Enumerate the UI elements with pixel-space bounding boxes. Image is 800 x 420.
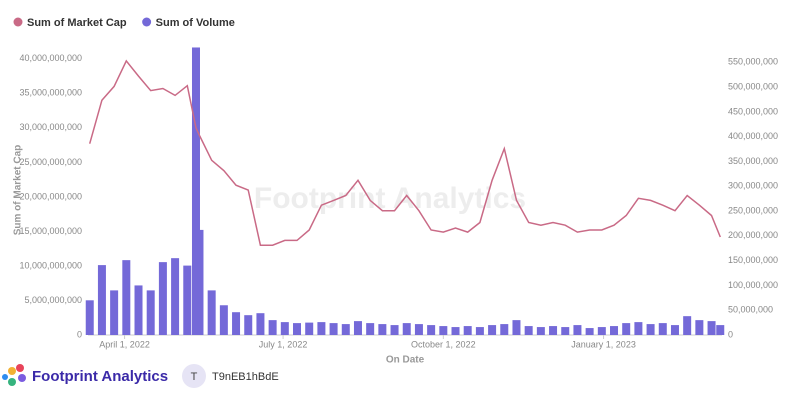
bar bbox=[500, 324, 509, 335]
bar bbox=[268, 320, 277, 335]
bar bbox=[390, 325, 399, 335]
y-tick-label: 0 bbox=[77, 329, 82, 339]
y-tick-label: 350,000,000 bbox=[728, 156, 778, 166]
y-tick-label: 40,000,000,000 bbox=[19, 53, 82, 63]
bar bbox=[670, 325, 679, 335]
avatar-circle bbox=[182, 364, 206, 388]
bar bbox=[122, 260, 131, 335]
bar bbox=[716, 325, 725, 335]
logo bbox=[2, 364, 26, 386]
x-tick-label: January 1, 2023 bbox=[571, 339, 636, 349]
y-tick-label: 300,000,000 bbox=[728, 181, 778, 191]
bar bbox=[195, 229, 204, 335]
bar bbox=[463, 326, 472, 335]
bar bbox=[402, 323, 411, 335]
bar bbox=[329, 323, 338, 335]
bar bbox=[536, 327, 545, 335]
bar bbox=[366, 323, 375, 335]
y-tick-label: 450,000,000 bbox=[728, 106, 778, 116]
bar bbox=[378, 324, 387, 335]
y-tick-label: 35,000,000,000 bbox=[19, 88, 82, 98]
bar bbox=[573, 325, 582, 335]
bar bbox=[707, 321, 716, 335]
y-tick-label: 100,000,000 bbox=[728, 280, 778, 290]
y-tick-label: 20,000,000,000 bbox=[19, 191, 82, 201]
y-tick-label: 200,000,000 bbox=[728, 230, 778, 240]
bar bbox=[280, 322, 289, 335]
x-axis-title: On Date bbox=[386, 355, 425, 366]
y-tick-label: 400,000,000 bbox=[728, 131, 778, 141]
y-tick-label: 50,000,000 bbox=[728, 305, 773, 315]
y-tick-label: 500,000,000 bbox=[728, 82, 778, 92]
bar bbox=[191, 47, 200, 335]
bar bbox=[293, 323, 302, 335]
legend-swatch bbox=[142, 17, 152, 27]
y-tick-label: 250,000,000 bbox=[728, 205, 778, 215]
y-tick-label: 10,000,000,000 bbox=[19, 260, 82, 270]
bar bbox=[622, 323, 631, 335]
watermark: Footprint Analytics bbox=[254, 182, 526, 215]
y-tick-label: 30,000,000,000 bbox=[19, 122, 82, 132]
bar bbox=[549, 326, 558, 335]
bar bbox=[171, 258, 180, 335]
bar bbox=[97, 265, 106, 335]
bar bbox=[439, 326, 448, 335]
y-tick-label: 0 bbox=[728, 329, 733, 339]
user-id[interactable]: T9nEB1hBdE bbox=[212, 371, 279, 383]
bar bbox=[427, 325, 436, 335]
y-tick-label: 5,000,000,000 bbox=[24, 295, 82, 305]
bar bbox=[207, 290, 216, 335]
y-tick-label: 150,000,000 bbox=[728, 255, 778, 265]
bar bbox=[158, 262, 167, 335]
bar bbox=[610, 326, 619, 335]
bar bbox=[634, 322, 643, 335]
bar bbox=[256, 313, 265, 335]
bar bbox=[305, 322, 314, 335]
bar bbox=[414, 324, 423, 335]
bar bbox=[646, 324, 655, 335]
bar bbox=[146, 290, 155, 335]
bar bbox=[219, 305, 228, 335]
bar bbox=[597, 327, 606, 335]
y-tick-label: 15,000,000,000 bbox=[19, 226, 82, 236]
bar bbox=[524, 326, 533, 335]
bar bbox=[512, 320, 521, 335]
y-axis-title: Sum of Market Cap bbox=[13, 145, 24, 236]
legend-label: Sum of Market Cap bbox=[27, 17, 127, 29]
legend-swatch bbox=[13, 17, 23, 27]
avatar: T bbox=[191, 371, 198, 383]
x-tick-label: July 1, 2022 bbox=[259, 339, 308, 349]
bar bbox=[353, 321, 362, 335]
bar bbox=[317, 322, 326, 335]
bar bbox=[683, 316, 692, 335]
bar bbox=[451, 327, 460, 335]
x-tick-label: October 1, 2022 bbox=[411, 339, 476, 349]
brand: Footprint Analytics bbox=[32, 368, 168, 385]
legend-label: Sum of Volume bbox=[156, 17, 235, 29]
x-tick-label: April 1, 2022 bbox=[99, 339, 150, 349]
bar bbox=[85, 300, 94, 335]
y-tick-label: 550,000,000 bbox=[728, 57, 778, 67]
bar bbox=[134, 285, 143, 335]
bar bbox=[244, 315, 253, 335]
bar bbox=[341, 324, 350, 335]
bar bbox=[658, 323, 667, 335]
bar bbox=[585, 328, 594, 335]
bar bbox=[561, 327, 570, 335]
bar bbox=[183, 265, 192, 335]
bar bbox=[232, 312, 241, 335]
y-tick-label: 25,000,000,000 bbox=[19, 157, 82, 167]
bar bbox=[475, 327, 484, 335]
bar bbox=[488, 325, 497, 335]
bar bbox=[695, 320, 704, 335]
bar bbox=[110, 290, 119, 335]
line bbox=[88, 59, 721, 246]
